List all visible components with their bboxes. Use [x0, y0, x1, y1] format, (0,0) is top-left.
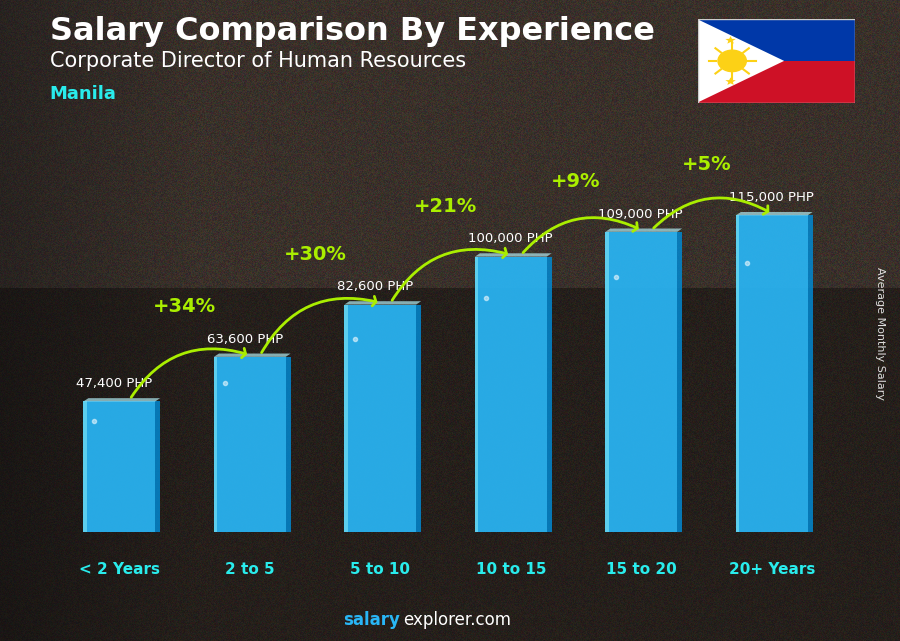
Text: salary: salary [344, 612, 400, 629]
Polygon shape [345, 301, 421, 304]
Text: Manila: Manila [50, 85, 116, 103]
Bar [475, 256, 479, 532]
Text: 5 to 10: 5 to 10 [350, 562, 410, 577]
Bar [214, 357, 218, 532]
Polygon shape [725, 78, 736, 85]
Text: +34%: +34% [153, 297, 216, 316]
Polygon shape [606, 228, 682, 232]
Bar [736, 215, 740, 532]
Bar [698, 61, 855, 103]
Bar [416, 304, 421, 532]
Bar [84, 401, 87, 532]
Bar [345, 304, 416, 532]
Polygon shape [475, 253, 552, 256]
Text: 82,600 PHP: 82,600 PHP [338, 280, 413, 294]
Polygon shape [678, 57, 688, 64]
Text: Salary Comparison By Experience: Salary Comparison By Experience [50, 16, 654, 47]
Polygon shape [736, 212, 813, 215]
Bar [736, 215, 807, 532]
Circle shape [718, 50, 746, 72]
Text: explorer.com: explorer.com [403, 612, 511, 629]
Text: 100,000 PHP: 100,000 PHP [468, 233, 553, 246]
Text: 10 to 15: 10 to 15 [475, 562, 546, 577]
Polygon shape [214, 354, 291, 357]
Polygon shape [84, 398, 160, 401]
Bar [285, 357, 291, 532]
Text: 15 to 20: 15 to 20 [606, 562, 677, 577]
Text: 63,600 PHP: 63,600 PHP [207, 333, 283, 345]
Text: 115,000 PHP: 115,000 PHP [729, 191, 814, 204]
Text: 20+ Years: 20+ Years [729, 562, 814, 577]
Text: Corporate Director of Human Resources: Corporate Director of Human Resources [50, 51, 465, 71]
Text: 2 to 5: 2 to 5 [225, 562, 274, 577]
Text: 109,000 PHP: 109,000 PHP [598, 208, 683, 221]
Bar [807, 215, 813, 532]
Bar [345, 304, 348, 532]
Text: Average Monthly Salary: Average Monthly Salary [875, 267, 885, 400]
Bar [546, 256, 552, 532]
Text: +5%: +5% [681, 155, 732, 174]
Polygon shape [725, 36, 736, 44]
Bar [475, 256, 546, 532]
Bar [214, 357, 285, 532]
Bar [606, 232, 677, 532]
Polygon shape [698, 19, 784, 103]
Text: +9%: +9% [551, 172, 601, 191]
Bar [155, 401, 160, 532]
Text: 47,400 PHP: 47,400 PHP [76, 378, 152, 390]
Bar [698, 19, 855, 61]
Bar [0, 288, 900, 641]
Bar [677, 232, 682, 532]
Text: < 2 Years: < 2 Years [79, 562, 160, 577]
Text: +21%: +21% [414, 197, 477, 216]
Bar [606, 232, 609, 532]
Bar [84, 401, 155, 532]
Text: +30%: +30% [284, 245, 346, 263]
